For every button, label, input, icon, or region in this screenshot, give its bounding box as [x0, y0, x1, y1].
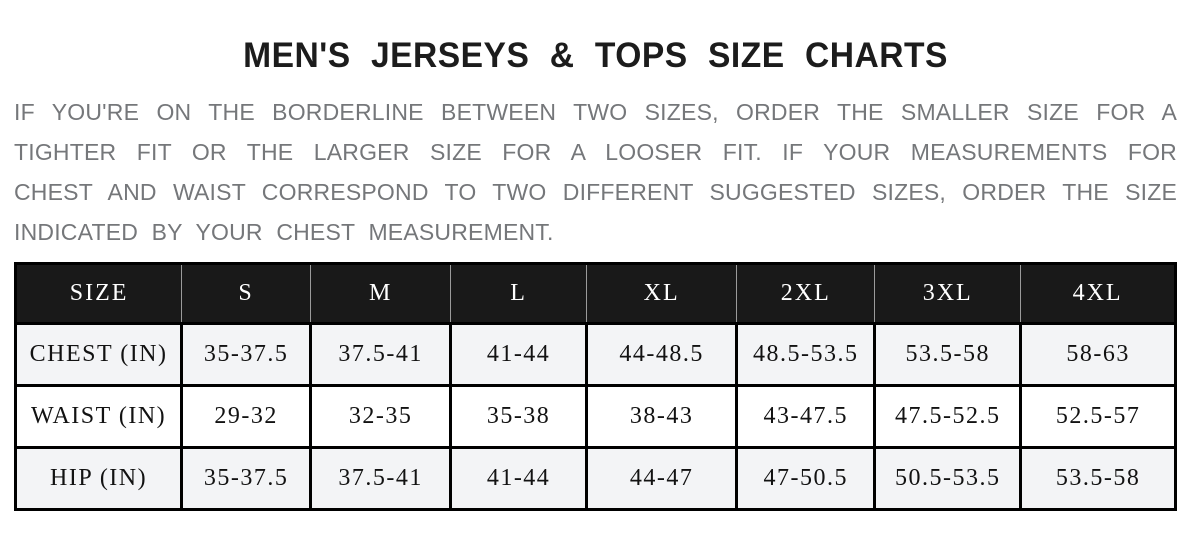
hip-value-m: 37.5-41: [309, 446, 453, 511]
waist-value-s: 29-32: [180, 384, 313, 449]
size-chart-table: SIZE S M L XL 2XL 3XL 4XL CHEST (IN) 35-…: [13, 262, 1177, 511]
hip-value-4xl: 53.5-58: [1019, 446, 1177, 511]
waist-value-3xl: 47.5-52.5: [873, 384, 1023, 449]
row-label-hip: HIP (IN): [13, 446, 184, 511]
row-label-waist: WAIST (IN): [13, 384, 184, 449]
chest-value-3xl: 53.5-58: [873, 322, 1023, 387]
column-header-4xl: 4XL: [1020, 263, 1176, 324]
hip-value-s: 35-37.5: [180, 446, 313, 511]
column-header-m: M: [310, 263, 452, 324]
waist-value-4xl: 52.5-57: [1019, 384, 1177, 449]
hip-value-xl: 44-47: [584, 446, 739, 511]
row-label-chest: CHEST (IN): [13, 322, 184, 387]
chest-value-2xl: 48.5-53.5: [735, 322, 877, 387]
chest-value-s: 35-37.5: [180, 322, 313, 387]
size-chart-page: MEN'S JERSEYS & TOPS SIZE CHARTS IF YOU'…: [0, 36, 1191, 511]
chest-value-l: 41-44: [449, 322, 588, 387]
waist-value-xl: 38-43: [584, 384, 739, 449]
chest-value-m: 37.5-41: [309, 322, 453, 387]
chest-value-4xl: 58-63: [1019, 322, 1177, 387]
column-header-s: S: [181, 263, 312, 324]
hip-value-3xl: 50.5-53.5: [873, 446, 1023, 511]
column-header-size: SIZE: [14, 263, 183, 324]
column-header-3xl: 3XL: [874, 263, 1022, 324]
table-header-row: SIZE S M L XL 2XL 3XL 4XL: [14, 263, 1176, 324]
table-row-chest: CHEST (IN) 35-37.5 37.5-41 41-44 44-48.5…: [13, 322, 1177, 387]
waist-value-2xl: 43-47.5: [735, 384, 877, 449]
table-row-waist: WAIST (IN) 29-32 32-35 35-38 38-43 43-47…: [13, 384, 1177, 449]
waist-value-m: 32-35: [309, 384, 453, 449]
column-header-l: L: [450, 263, 587, 324]
column-header-xl: XL: [585, 263, 738, 324]
column-header-2xl: 2XL: [736, 263, 876, 324]
page-title: MEN'S JERSEYS & TOPS SIZE CHARTS: [243, 36, 948, 75]
table-row-hip: HIP (IN) 35-37.5 37.5-41 41-44 44-47 47-…: [13, 446, 1177, 511]
chest-value-xl: 44-48.5: [584, 322, 739, 387]
size-guide-description: IF YOU'RE ON THE BORDERLINE BETWEEN TWO …: [14, 99, 1177, 245]
hip-value-l: 41-44: [449, 446, 588, 511]
waist-value-l: 35-38: [449, 384, 588, 449]
hip-value-2xl: 47-50.5: [735, 446, 877, 511]
